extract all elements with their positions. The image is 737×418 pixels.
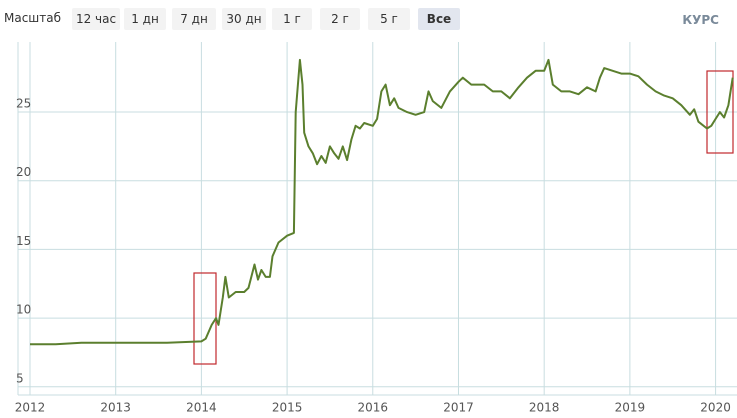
scale-button[interactable]: 1 дн xyxy=(124,8,166,30)
scale-button[interactable]: 7 дн xyxy=(172,8,216,30)
x-tick-label: 2014 xyxy=(186,401,217,415)
scale-button[interactable]: Все xyxy=(418,8,460,30)
scale-button[interactable]: 1 г xyxy=(272,8,312,30)
scale-button[interactable]: 5 г xyxy=(368,8,410,30)
x-tick-label: 2012 xyxy=(15,401,46,415)
highlight-box xyxy=(706,70,734,154)
y-tick-label: 5 xyxy=(16,371,24,385)
scale-button[interactable]: 30 дн xyxy=(222,8,266,30)
y-tick-label: 20 xyxy=(16,165,31,179)
scale-label: Масштаб xyxy=(4,11,62,25)
x-tick-label: 2015 xyxy=(272,401,303,415)
x-tick-label: 2017 xyxy=(443,401,474,415)
x-tick-label: 2018 xyxy=(529,401,560,415)
x-tick-label: 2019 xyxy=(615,401,646,415)
y-tick-label: 10 xyxy=(16,303,31,317)
x-tick-label: 2016 xyxy=(358,401,389,415)
price-line xyxy=(30,58,734,346)
scale-button[interactable]: 12 час xyxy=(72,8,120,30)
y-tick-label: 15 xyxy=(16,234,31,248)
y-tick-label: 25 xyxy=(16,97,31,111)
logo[interactable]: КУРС xyxy=(682,13,719,27)
x-tick-label: 2020 xyxy=(700,401,731,415)
scale-button[interactable]: 2 г xyxy=(320,8,360,30)
toolbar: Масштаб 12 час 1 дн 7 дн 30 дн 1 г 2 г 5… xyxy=(0,0,737,38)
x-tick-label: 2013 xyxy=(100,401,131,415)
